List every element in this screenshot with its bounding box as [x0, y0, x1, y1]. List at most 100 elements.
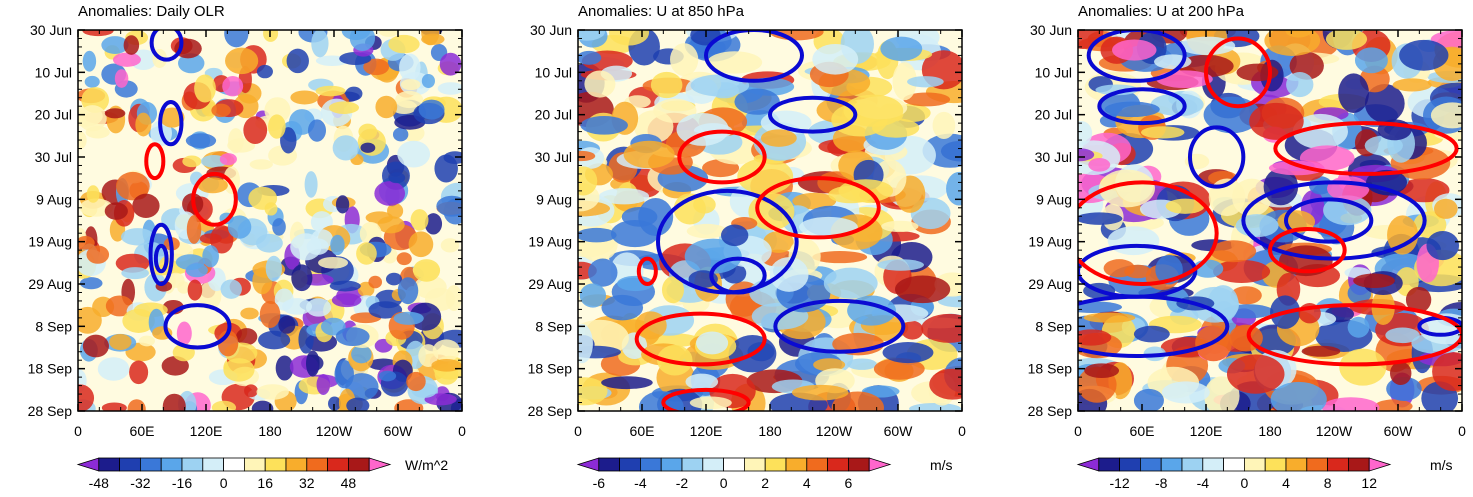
anomaly-cell	[265, 255, 282, 282]
positive-contour	[144, 142, 166, 181]
anomaly-cell	[393, 311, 424, 325]
anomaly-cell	[264, 202, 278, 216]
anomaly-cell	[375, 95, 398, 119]
anomaly-cell	[182, 155, 202, 168]
anomaly-cell	[400, 79, 421, 91]
anomaly-cell	[86, 185, 100, 203]
anomaly-cell	[275, 355, 294, 381]
anomaly-cell	[1389, 361, 1412, 386]
anomaly-cell	[1210, 240, 1257, 263]
x-tick-label: 120E	[1190, 423, 1223, 439]
anomaly-cell	[894, 275, 951, 304]
y-tick-label: 10 Jul	[535, 64, 572, 80]
anomaly-cell	[132, 193, 160, 218]
anomaly-cell	[439, 52, 462, 76]
anomaly-cell	[278, 315, 296, 334]
colorbar-box	[243, 457, 266, 472]
anomaly-cell	[873, 358, 925, 380]
anomaly-cell	[812, 43, 859, 75]
colorbar-label: -4	[1197, 475, 1210, 491]
y-tick-label: 10 Jul	[35, 64, 72, 80]
anomaly-cell	[345, 86, 363, 101]
anomaly-cell	[329, 280, 361, 292]
colorbar-box	[1327, 457, 1349, 472]
anomaly-cell	[305, 298, 332, 317]
anomaly-cell	[1347, 282, 1372, 304]
colorbar-label: 2	[761, 475, 769, 491]
anomaly-cell	[135, 112, 152, 137]
negative-contour	[163, 303, 232, 350]
colorbar-box	[1140, 457, 1162, 472]
anomaly-cell	[256, 64, 273, 79]
anomaly-cell	[578, 377, 608, 406]
anomaly-cell	[1165, 198, 1205, 214]
anomaly-cell	[685, 373, 719, 390]
anomaly-cell	[791, 384, 849, 401]
anomaly-cell	[328, 396, 342, 411]
anomaly-cell	[1264, 30, 1321, 56]
anomaly-cell	[363, 58, 390, 76]
colorbar-box	[98, 457, 121, 472]
anomaly-cell	[608, 30, 650, 46]
anomaly-cell	[799, 216, 858, 238]
colorbar-label: 12	[1361, 475, 1377, 491]
anomaly-cell	[1078, 30, 1104, 49]
anomaly-cell	[769, 257, 809, 292]
anomaly-cell	[434, 154, 458, 183]
negative-contour	[1188, 125, 1246, 189]
anomaly-cell	[1226, 354, 1285, 394]
anomaly-cell	[1213, 259, 1271, 284]
anomaly-cell	[601, 294, 644, 321]
colorbar-box	[744, 457, 766, 472]
anomaly-cell	[421, 73, 435, 89]
positive-contour	[1268, 226, 1347, 274]
anomaly-cell	[1098, 169, 1155, 208]
anomaly-cell	[578, 30, 606, 41]
anomaly-cell	[388, 34, 420, 54]
anomaly-cell	[351, 345, 372, 364]
anomaly-cell	[315, 85, 346, 97]
colorbar-box	[264, 457, 287, 472]
anomaly-cell	[436, 195, 462, 217]
anomaly-cell	[1354, 47, 1388, 74]
anomaly-cell	[601, 376, 653, 390]
anomaly-cell	[251, 400, 274, 411]
anomaly-cell	[286, 48, 309, 74]
colorbar: -48 -32 -16 0 16 32 48 W/m^2	[76, 457, 448, 491]
colorbar-box	[327, 457, 349, 472]
anomaly-cell	[282, 298, 313, 315]
anomaly-cell	[330, 234, 345, 256]
anomaly-cell	[661, 276, 684, 304]
colorbar-label: 4	[803, 475, 811, 491]
y-tick-label: 19 Aug	[28, 234, 72, 250]
colorbar-label: -4	[634, 475, 647, 491]
colorbar-label: -2	[676, 475, 689, 491]
y-tick-label: 9 Aug	[536, 191, 572, 207]
anomaly-cell	[78, 384, 95, 411]
anomaly-cell	[186, 215, 202, 244]
anomaly-cell	[290, 90, 319, 105]
anomaly-cell	[332, 135, 359, 161]
y-tick-label: 28 Sep	[528, 403, 573, 419]
colorbar-label: -12	[1109, 475, 1129, 491]
anomaly-cell	[578, 166, 598, 196]
colorbar-label: -32	[130, 475, 150, 491]
anomaly-cell	[431, 359, 462, 372]
anomaly-cell	[243, 116, 268, 145]
anomaly-cell	[1078, 329, 1112, 346]
anomaly-cell	[311, 30, 329, 58]
anomaly-cell	[345, 373, 379, 401]
anomaly-cell	[1430, 102, 1462, 129]
colorbar-box	[1306, 457, 1329, 472]
anomaly-cell	[684, 238, 742, 274]
colorbar-label: 48	[341, 475, 357, 491]
anomaly-cell	[437, 82, 462, 95]
anomaly-cell	[843, 94, 904, 127]
x-tick-label: 120E	[190, 423, 223, 439]
anomaly-cell	[1387, 215, 1419, 255]
x-tick-label: 120W	[816, 423, 853, 439]
positive-contour	[191, 171, 238, 227]
x-tick-label: 0	[458, 423, 466, 439]
anomaly-cell	[219, 153, 237, 166]
negative-contour	[768, 95, 858, 134]
